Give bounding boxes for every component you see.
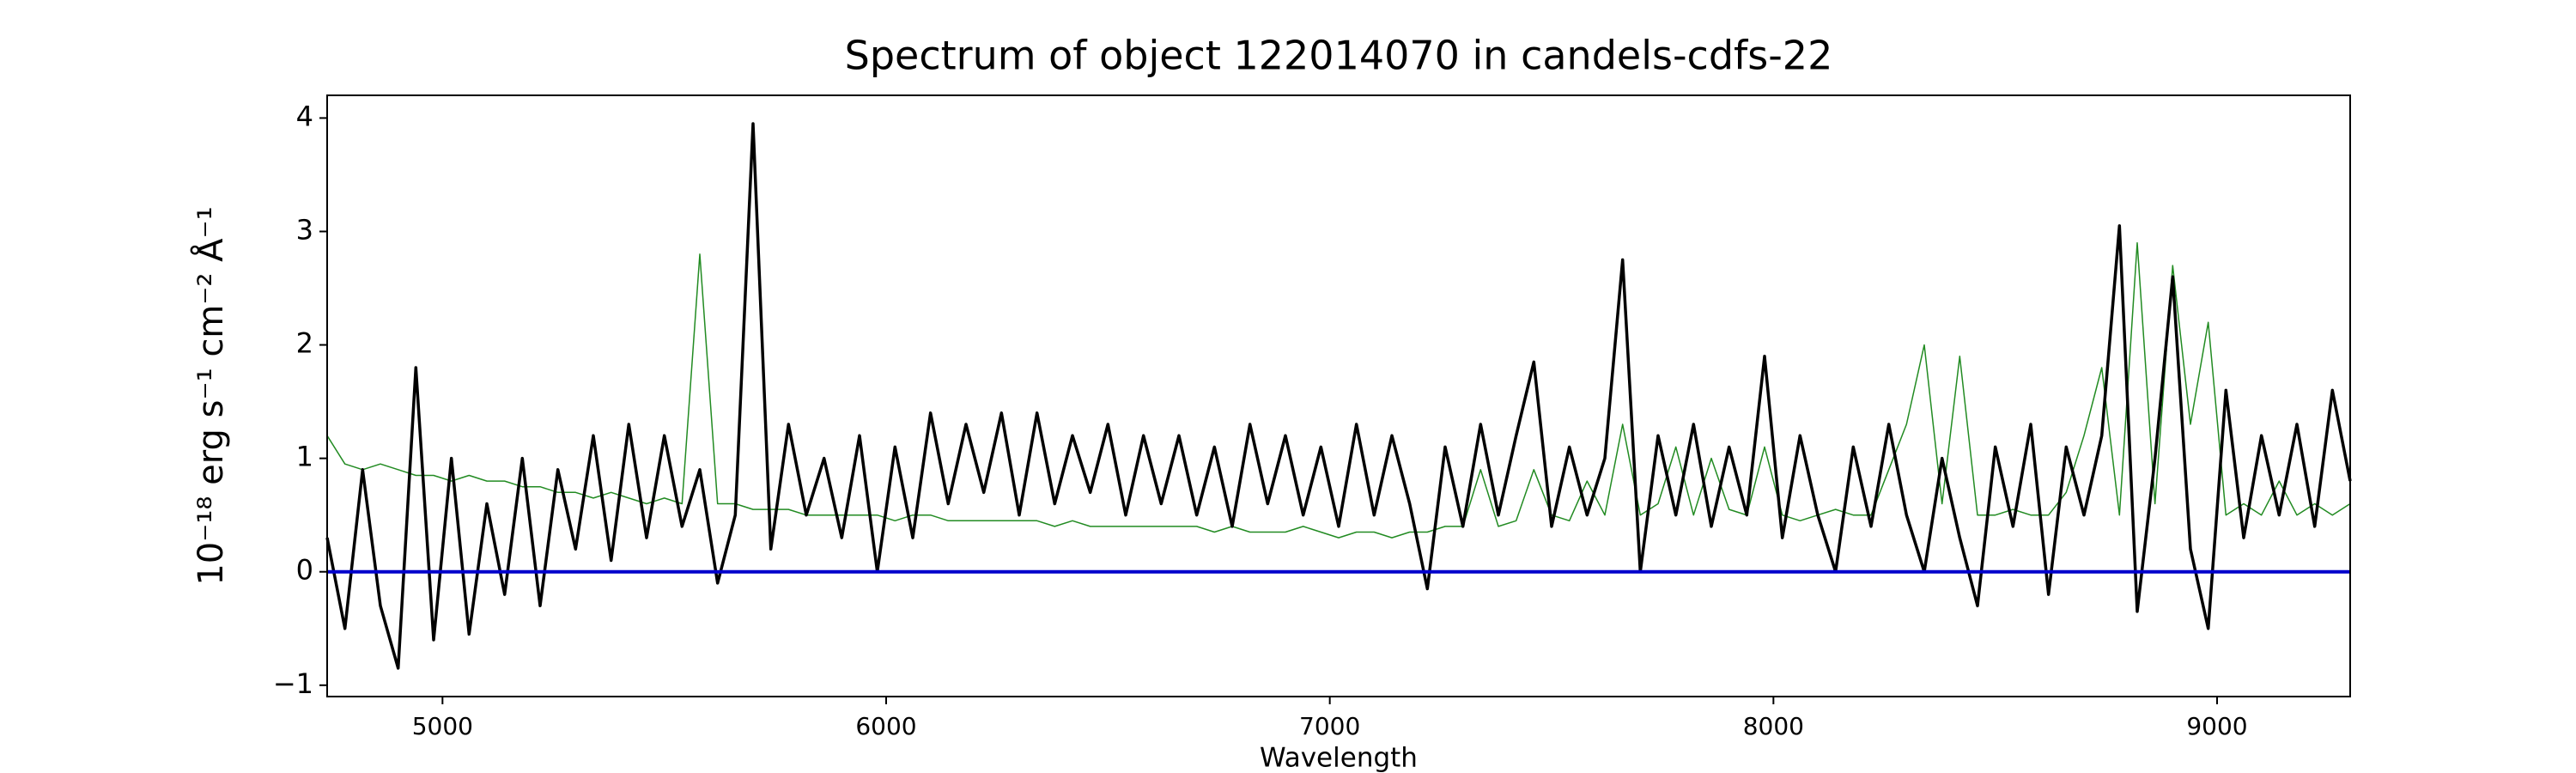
y-tick-label: 4 bbox=[296, 100, 313, 132]
y-tick-label: −1 bbox=[273, 667, 313, 700]
y-tick-label: 0 bbox=[296, 554, 313, 587]
spectrum-line bbox=[325, 122, 2352, 670]
y-tick-label: 3 bbox=[296, 213, 313, 246]
plot-frame bbox=[326, 94, 2351, 697]
x-tick-label: 8000 bbox=[1743, 712, 1804, 740]
y-tick-label: 2 bbox=[296, 327, 313, 360]
x-tick-label: 7000 bbox=[1299, 712, 1360, 740]
x-axis-label: Wavelength bbox=[1260, 743, 1418, 773]
x-tick-label: 9000 bbox=[2186, 712, 2247, 740]
x-tick-label: 6000 bbox=[855, 712, 916, 740]
y-axis-label: 10⁻¹⁸ erg s⁻¹ cm⁻² Å⁻¹ bbox=[190, 206, 231, 585]
y-tick-label: 1 bbox=[296, 441, 313, 473]
spectrum-line bbox=[326, 241, 2351, 539]
chart-title: Spectrum of object 122014070 in candels-… bbox=[845, 33, 1833, 79]
x-tick-label: 5000 bbox=[412, 712, 473, 740]
